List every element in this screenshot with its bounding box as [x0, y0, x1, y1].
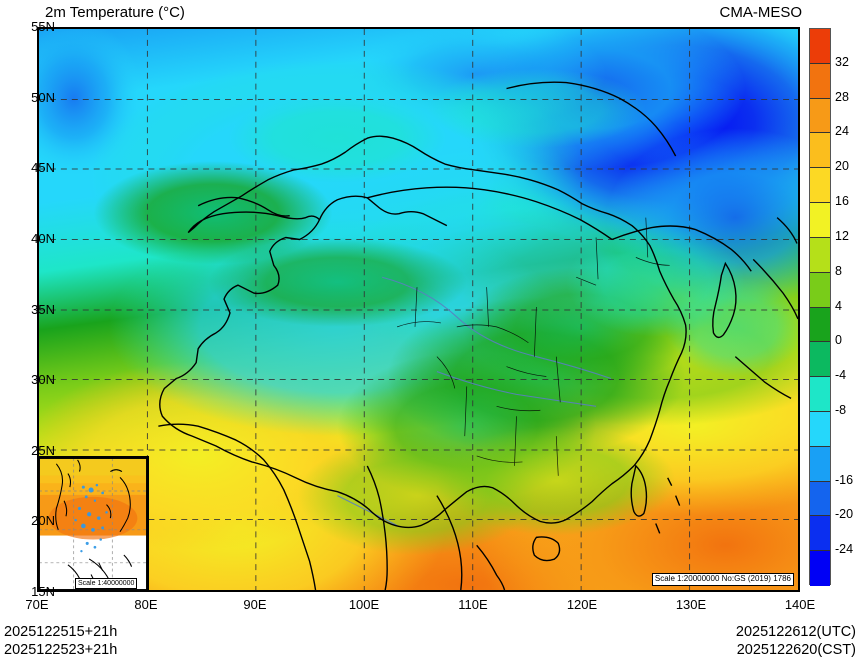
colorbar-band-4: [810, 272, 830, 308]
latitude-tick-15N: 15N: [31, 584, 55, 599]
colorbar-band-32: [810, 29, 830, 64]
longitude-tick-80E: 80E: [134, 597, 158, 612]
colorbar-band--8: [810, 377, 830, 412]
longitude-tick-90E: 90E: [243, 597, 267, 612]
page-title: 2m Temperature (°C): [45, 4, 185, 21]
colorbar-tick-12: 12: [835, 228, 849, 243]
longitude-tick-110E: 110E: [458, 597, 488, 612]
colorbar-band--24: [810, 516, 830, 552]
footer-valid-utc: 2025122612(UTC): [735, 624, 856, 640]
colorbar-tick-32: 32: [835, 54, 849, 69]
latitude-tick-55N: 55N: [31, 19, 55, 34]
latitude-tick-25N: 25N: [31, 442, 55, 458]
latitude-tick-50N: 50N: [31, 89, 55, 105]
longitude-tick-130E: 130E: [675, 597, 707, 612]
colorbar: [809, 28, 831, 586]
longitude-tick-120E: 120E: [566, 597, 598, 612]
footer-init-time-1: 2025122515+21h: [4, 624, 118, 640]
footer-valid-cst: 2025122620(CST): [736, 641, 856, 658]
colorbar-band-0: [810, 307, 830, 343]
colorbar-band-16: [810, 168, 830, 204]
colorbar-tick--20: -20: [835, 507, 854, 522]
colorbar-band--20: [810, 481, 830, 517]
longitude-tick-70E: 70E: [25, 597, 49, 612]
colorbar-tick--4: -4: [835, 368, 847, 383]
colorbar-band-24: [810, 98, 830, 134]
colorbar-tick--16: -16: [835, 472, 854, 487]
footer-left: 2025122515+21h 2025122523+21h: [4, 624, 117, 659]
footer-right: 2025122612(UTC) 2025122620(CST): [736, 624, 856, 659]
footer-init-time-2: 2025122523+21h: [4, 641, 118, 658]
latitude-tick-20N: 20N: [31, 513, 55, 529]
colorbar-tick-20: 20: [835, 159, 849, 174]
colorbar-tick--8: -8: [835, 402, 847, 417]
inset-map: Scale 1:40000000: [37, 456, 149, 592]
colorbar-band--4: [810, 342, 830, 378]
colorbar-tick-24: 24: [835, 124, 849, 139]
colorbar-tick-8: 8: [835, 263, 842, 278]
longitude-tick-100E: 100E: [348, 597, 380, 612]
colorbar-band--12: [810, 411, 830, 447]
colorbar-band-20: [810, 133, 830, 169]
colorbar-band--16: [810, 446, 830, 482]
latitude-tick-45N: 45N: [31, 160, 55, 176]
colorbar-tick-4: 4: [835, 298, 842, 313]
map-credit-label: Scale 1:20000000 No:GS (2019) 1786: [651, 573, 794, 586]
inset-map-field: [39, 458, 147, 590]
inset-scale-label: Scale 1:40000000: [75, 577, 138, 589]
colorbar-tick-0: 0: [835, 333, 842, 348]
colorbar-band-8: [810, 237, 830, 273]
colorbar-tick--24: -24: [835, 542, 854, 557]
map-plot-area: Scale 1:20000000 No:GS (2019) 1786: [37, 27, 800, 592]
colorbar-tick-16: 16: [835, 194, 849, 209]
latitude-tick-30N: 30N: [31, 372, 55, 388]
colorbar-band-28: [810, 63, 830, 99]
colorbar-band-12: [810, 203, 830, 238]
latitude-tick-35N: 35N: [31, 301, 55, 317]
temperature-field: [39, 29, 798, 590]
latitude-tick-40N: 40N: [31, 230, 55, 246]
model-label: CMA-MESO: [719, 4, 803, 21]
colorbar-tick-28: 28: [835, 89, 849, 104]
colorbar-band--28: [810, 551, 830, 586]
longitude-tick-140E: 140E: [784, 597, 816, 612]
